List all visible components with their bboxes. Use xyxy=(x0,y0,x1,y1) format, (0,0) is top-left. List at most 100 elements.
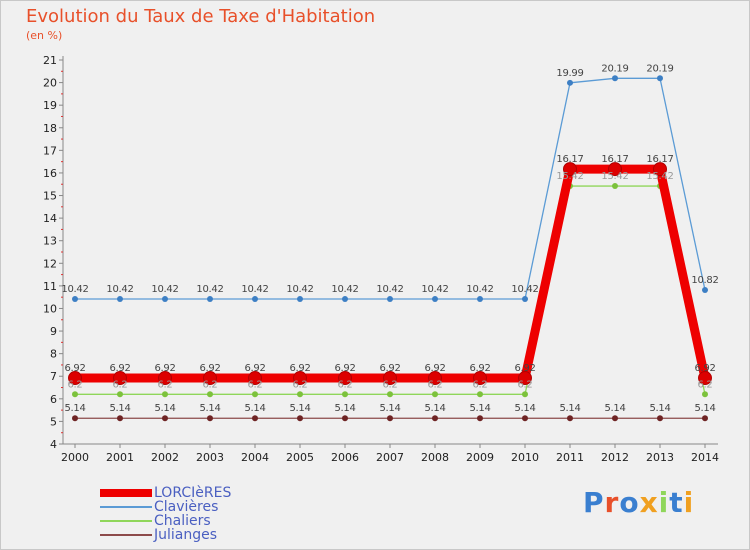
data-point-1-5 xyxy=(297,391,303,398)
data-point-1-1 xyxy=(117,391,123,398)
x-tick-label-2: 2002 xyxy=(151,451,179,464)
data-label-2-10: 5.14 xyxy=(514,403,535,414)
data-point-1-7 xyxy=(387,391,393,398)
legend-swatch-3 xyxy=(100,534,152,536)
logo-letter-5: t xyxy=(669,486,684,519)
data-point-0-9 xyxy=(477,295,483,302)
data-point-1-12 xyxy=(612,183,618,190)
data-point-0-6 xyxy=(342,295,348,302)
data-label-1-4: 6.2 xyxy=(247,379,262,390)
data-point-3-12 xyxy=(608,162,622,177)
data-label-2-11: 5.14 xyxy=(559,403,580,414)
legend-item-0: LORCIèRES xyxy=(100,486,231,500)
data-point-2-1 xyxy=(117,415,123,422)
data-point-3-4 xyxy=(248,371,262,386)
data-label-2-1: 5.14 xyxy=(109,403,130,414)
legend-label-0: LORCIèRES xyxy=(154,485,232,501)
data-point-3-14 xyxy=(698,371,712,386)
data-label-0-12: 20.19 xyxy=(601,63,628,74)
data-label-2-2: 5.14 xyxy=(154,403,175,414)
data-point-3-1 xyxy=(113,371,127,386)
data-point-0-5 xyxy=(297,295,303,302)
data-label-1-12: 15.42 xyxy=(601,171,628,182)
data-label-3-0: 6.92 xyxy=(64,363,85,374)
x-tick-label-5: 2005 xyxy=(286,451,314,464)
data-point-1-3 xyxy=(207,391,213,398)
data-point-2-10 xyxy=(522,415,528,422)
data-point-1-6 xyxy=(342,391,348,398)
data-label-2-7: 5.14 xyxy=(379,403,400,414)
y-tick-label-11: 15 xyxy=(43,190,57,203)
data-label-2-5: 5.14 xyxy=(289,403,310,414)
x-tick-label-11: 2011 xyxy=(556,451,584,464)
data-point-3-8 xyxy=(428,371,442,386)
legend-item-2: Chaliers xyxy=(100,514,231,528)
data-label-3-3: 6.92 xyxy=(199,363,220,374)
legend-swatch-0 xyxy=(100,489,152,497)
x-tick-label-1: 2001 xyxy=(106,451,134,464)
y-tick-label-3: 7 xyxy=(50,370,57,383)
data-label-3-13: 16.17 xyxy=(646,154,673,165)
data-label-0-6: 10.42 xyxy=(331,284,358,295)
data-label-1-3: 6.2 xyxy=(202,379,217,390)
series-line-3 xyxy=(75,164,710,383)
y-tick-label-12: 16 xyxy=(43,167,57,180)
data-label-0-11: 19.99 xyxy=(556,68,583,79)
x-tick-label-10: 2010 xyxy=(511,451,539,464)
data-point-3-7 xyxy=(383,371,397,386)
legend: LORCIèRES Clavières Chaliers Julianges xyxy=(100,486,231,542)
data-label-3-4: 6.92 xyxy=(244,363,265,374)
data-label-1-7: 6.2 xyxy=(382,379,397,390)
x-tick-label-8: 2008 xyxy=(421,451,449,464)
x-tick-label-9: 2009 xyxy=(466,451,494,464)
data-point-3-13 xyxy=(653,162,667,177)
legend-label-1: Clavières xyxy=(154,499,219,515)
data-label-1-0: 6.2 xyxy=(67,379,82,390)
data-label-2-6: 5.14 xyxy=(334,403,355,414)
logo-letter-4: i xyxy=(658,486,670,519)
data-label-1-6: 6.2 xyxy=(337,379,352,390)
y-tick-label-6: 10 xyxy=(43,302,57,315)
logo-letter-0: P xyxy=(583,486,605,519)
data-point-2-9 xyxy=(477,415,483,422)
legend-swatch-2 xyxy=(100,520,152,522)
data-point-2-12 xyxy=(612,415,618,422)
data-label-3-6: 6.92 xyxy=(334,363,355,374)
legend-item-3: Julianges xyxy=(100,528,231,542)
data-point-0-1 xyxy=(117,295,123,302)
y-tick-label-8: 12 xyxy=(43,257,57,270)
data-label-3-2: 6.92 xyxy=(154,363,175,374)
data-point-2-2 xyxy=(162,415,168,422)
chart-title: Evolution du Taux de Taxe d'Habitation xyxy=(26,6,376,27)
data-label-3-7: 6.92 xyxy=(379,363,400,374)
y-tick-label-9: 13 xyxy=(43,235,57,248)
data-point-2-8 xyxy=(432,415,438,422)
x-tick-label-7: 2007 xyxy=(376,451,404,464)
y-tick-label-1: 5 xyxy=(50,415,57,428)
data-point-1-10 xyxy=(522,391,528,398)
data-label-0-5: 10.42 xyxy=(286,284,313,295)
y-tick-label-10: 14 xyxy=(43,212,57,225)
data-label-3-11: 16.17 xyxy=(556,154,583,165)
y-tick-label-13: 17 xyxy=(43,144,57,157)
data-label-3-1: 6.92 xyxy=(109,363,130,374)
x-tick-label-6: 2006 xyxy=(331,451,359,464)
legend-label-2: Chaliers xyxy=(154,513,211,529)
y-tick-label-0: 4 xyxy=(50,438,57,451)
data-label-0-14: 10.82 xyxy=(691,275,718,286)
data-point-3-9 xyxy=(473,371,487,386)
data-point-2-7 xyxy=(387,415,393,422)
data-label-0-4: 10.42 xyxy=(241,284,268,295)
logo-letter-2: o xyxy=(619,486,640,519)
data-point-3-5 xyxy=(293,371,307,386)
data-point-2-6 xyxy=(342,415,348,422)
data-point-3-11 xyxy=(563,162,577,177)
data-label-1-1: 6.2 xyxy=(112,379,127,390)
y-tick-label-2: 6 xyxy=(50,393,57,406)
logo-letter-6: i xyxy=(683,486,695,519)
y-tick-label-7: 11 xyxy=(43,280,57,293)
x-tick-label-12: 2012 xyxy=(601,451,629,464)
data-point-2-14 xyxy=(702,415,708,422)
data-point-2-0 xyxy=(72,415,78,422)
